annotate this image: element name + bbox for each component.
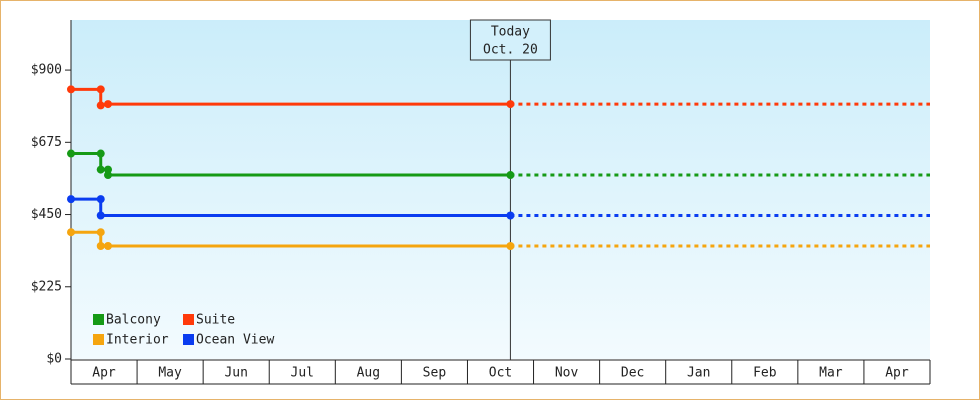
point: [96, 228, 105, 237]
x-tick-label: Apr: [885, 366, 909, 381]
point: [96, 242, 105, 250]
plot-area: [71, 20, 930, 359]
point: [506, 171, 515, 180]
y-tick-label: $675: [31, 135, 62, 150]
x-tick-label: Jan: [687, 366, 710, 381]
legend-label: Suite: [196, 313, 235, 328]
point: [96, 149, 105, 158]
point: [104, 242, 113, 250]
legend-swatch: [93, 334, 104, 345]
x-tick-label: Oct: [489, 366, 512, 381]
point: [96, 165, 105, 174]
y-tick-label: $900: [31, 63, 62, 78]
x-tick-label: Dec: [621, 366, 644, 381]
point: [104, 100, 113, 109]
point: [96, 101, 105, 110]
today-label: Oct. 20: [483, 43, 538, 58]
point: [96, 85, 105, 94]
legend-swatch: [93, 314, 104, 325]
point: [67, 149, 75, 158]
point: [104, 171, 113, 180]
series-line: [71, 197, 511, 218]
legend-label: Balcony: [106, 313, 161, 328]
legend-swatch: [183, 334, 194, 345]
y-tick-label: $225: [31, 279, 62, 294]
point: [67, 85, 75, 94]
y-tick-label: $450: [31, 207, 62, 222]
point: [67, 228, 75, 237]
point: [506, 100, 515, 109]
x-tick-label: Apr: [92, 366, 116, 381]
x-tick-label: Nov: [555, 366, 579, 381]
today-box: [469, 19, 551, 61]
point: [96, 195, 105, 204]
legend-swatch: [183, 314, 194, 325]
x-tick-label: May: [158, 366, 182, 381]
x-tick-label: Mar: [819, 366, 843, 381]
point: [96, 211, 105, 220]
point: [506, 211, 515, 220]
x-tick-label: Jun: [224, 366, 247, 381]
point: [67, 195, 75, 204]
legend-label: Ocean View: [196, 333, 274, 348]
today-label: Today: [491, 25, 530, 40]
x-tick-label: Sep: [423, 366, 447, 381]
point: [506, 242, 515, 250]
x-tick-label: Jul: [291, 366, 314, 381]
x-tick-label: Feb: [753, 366, 777, 381]
x-tick-label: Aug: [357, 366, 380, 381]
y-tick-label: $0: [46, 352, 62, 367]
legend-label: Interior: [106, 333, 169, 348]
